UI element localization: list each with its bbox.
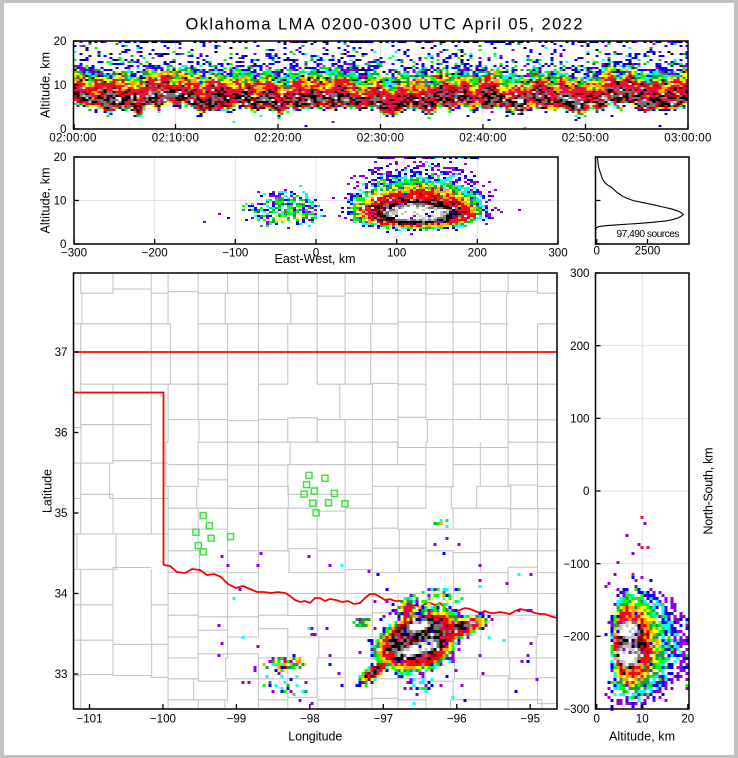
svg-text:0: 0: [313, 246, 319, 259]
svg-text:Latitude: Latitude: [41, 469, 55, 513]
svg-text:10: 10: [54, 195, 67, 208]
svg-text:33: 33: [55, 668, 68, 681]
svg-text:100: 100: [387, 246, 406, 259]
svg-text:02:30:00: 02:30:00: [357, 132, 405, 145]
svg-text:−95: −95: [520, 713, 540, 726]
svg-text:−100: −100: [150, 713, 176, 726]
svg-text:0: 0: [60, 238, 66, 251]
svg-text:−99: −99: [227, 713, 247, 726]
svg-text:20: 20: [54, 35, 67, 48]
svg-text:Oklahoma LMA 0200-0300 UTC Apr: Oklahoma LMA 0200-0300 UTC April 05, 202…: [186, 16, 583, 34]
svg-text:200: 200: [468, 246, 487, 259]
svg-text:East-West, km: East-West, km: [275, 252, 356, 266]
svg-text:200: 200: [570, 340, 589, 353]
svg-text:−98: −98: [300, 713, 320, 726]
svg-text:10: 10: [54, 79, 67, 92]
svg-text:−300: −300: [61, 246, 87, 259]
svg-text:−97: −97: [373, 713, 393, 726]
svg-text:10: 10: [636, 713, 649, 726]
svg-text:35: 35: [55, 507, 68, 520]
svg-text:20: 20: [54, 151, 67, 164]
svg-text:−200: −200: [563, 631, 589, 644]
svg-text:−200: −200: [142, 246, 168, 259]
svg-text:0: 0: [593, 713, 599, 726]
svg-text:0: 0: [593, 245, 599, 258]
svg-text:97,490 sources: 97,490 sources: [617, 229, 680, 240]
svg-text:−300: −300: [563, 703, 589, 716]
svg-text:20: 20: [681, 713, 694, 726]
svg-text:37: 37: [55, 346, 68, 359]
svg-text:100: 100: [570, 413, 589, 426]
svg-text:300: 300: [570, 267, 589, 280]
svg-text:0: 0: [583, 485, 589, 498]
svg-text:−100: −100: [563, 558, 589, 571]
svg-text:0: 0: [60, 123, 66, 136]
svg-text:−96: −96: [447, 713, 467, 726]
svg-text:36: 36: [55, 427, 68, 440]
svg-text:−101: −101: [76, 713, 102, 726]
svg-text:03:00:00: 03:00:00: [664, 132, 712, 145]
svg-text:02:00:00: 02:00:00: [49, 132, 97, 145]
svg-text:02:20:00: 02:20:00: [254, 132, 302, 145]
svg-text:02:10:00: 02:10:00: [152, 132, 200, 145]
svg-text:02:40:00: 02:40:00: [459, 132, 507, 145]
svg-text:02:50:00: 02:50:00: [562, 132, 610, 145]
svg-text:Longitude: Longitude: [288, 730, 342, 744]
svg-text:300: 300: [548, 246, 567, 259]
svg-text:−100: −100: [222, 246, 248, 259]
svg-text:North-South, km: North-South, km: [702, 448, 716, 535]
svg-text:Altitude, km: Altitude, km: [609, 730, 675, 744]
svg-text:Altitude, km: Altitude, km: [39, 52, 53, 118]
svg-text:34: 34: [55, 588, 68, 601]
svg-text:Altitude, km: Altitude, km: [39, 168, 53, 234]
svg-text:2500: 2500: [635, 245, 661, 258]
